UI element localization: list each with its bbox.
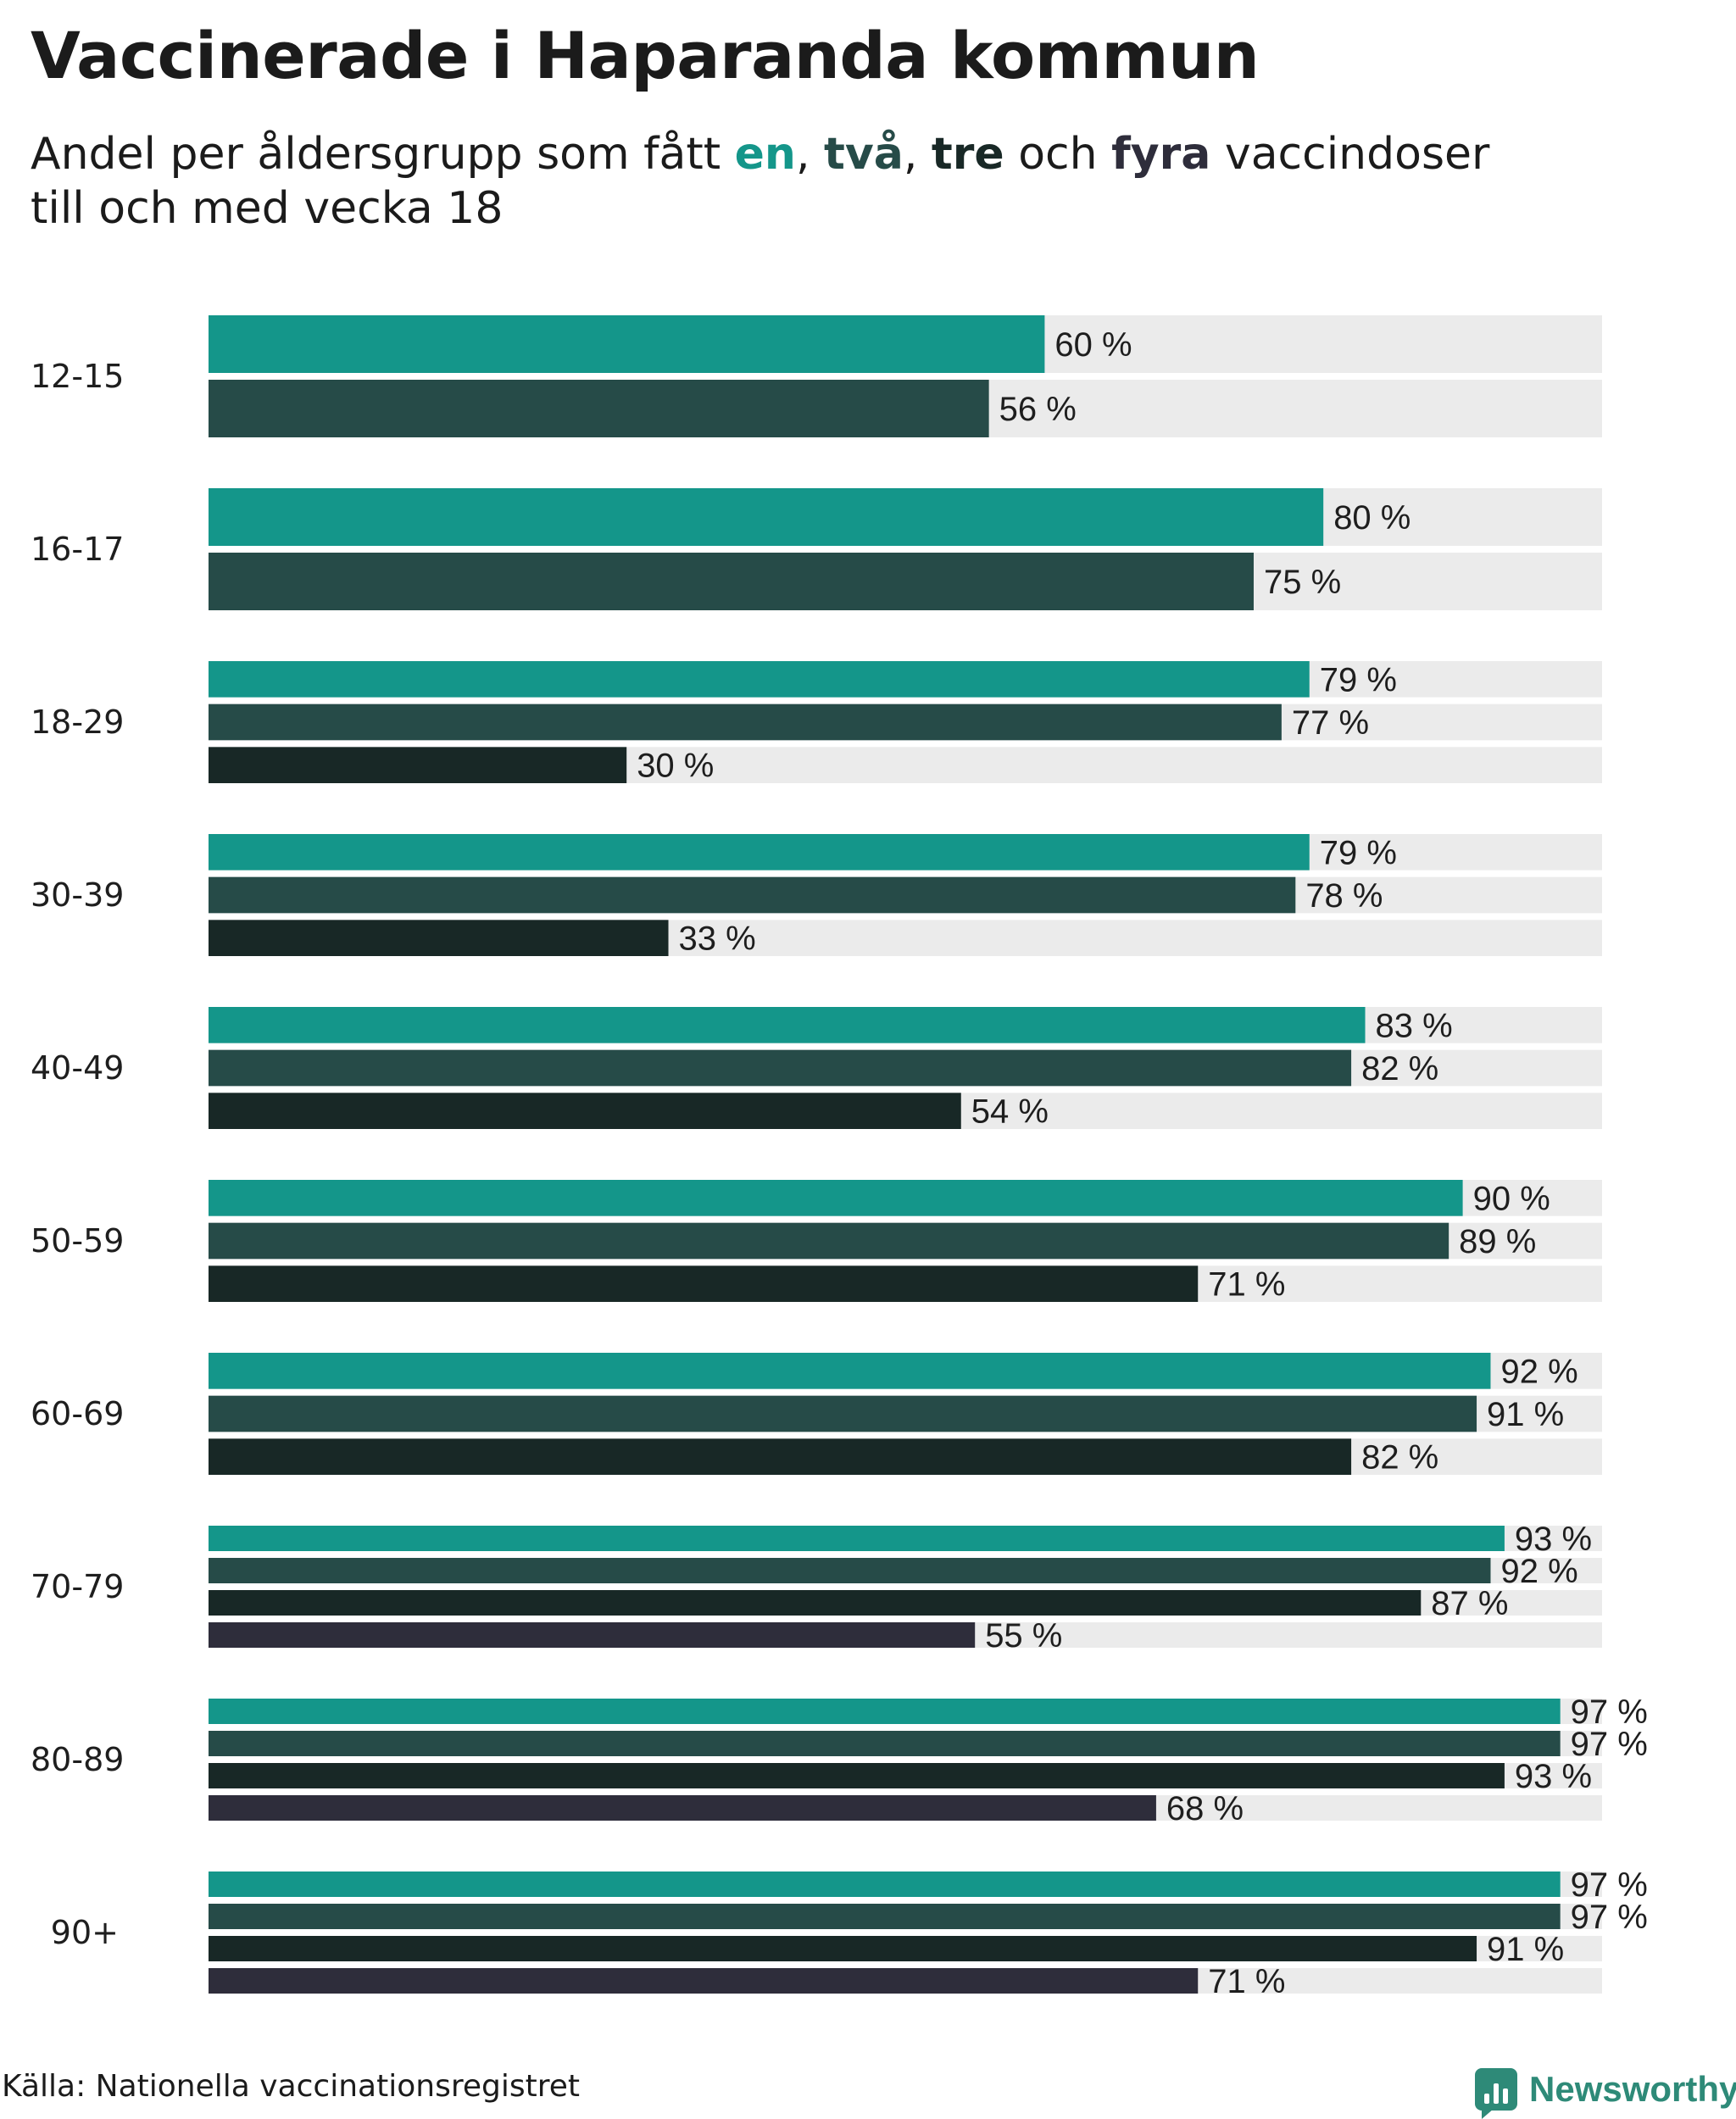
value-label-90+-fyra: 71 %	[1208, 1963, 1285, 2000]
bar-90+-en	[209, 1872, 1561, 1897]
value-label-30-39-två: 78 %	[1305, 877, 1383, 915]
subtitle-text-pre: Andel per åldersgrupp som fått	[31, 129, 735, 180]
subtitle-dose-three: tre	[931, 129, 1004, 180]
bar-60-69-tre	[209, 1438, 1352, 1475]
bar-60-69-en	[209, 1353, 1491, 1389]
subtitle-dose-two: två	[824, 129, 904, 180]
value-label-70-79-en: 93 %	[1515, 1521, 1592, 1558]
category-label-90+: 90+	[51, 1914, 119, 1951]
value-label-18-29-två: 77 %	[1292, 704, 1369, 742]
bar-30-39-tre	[209, 920, 669, 956]
bar-18-29-en	[209, 661, 1310, 698]
bar-16-17-en	[209, 488, 1324, 546]
bar-18-29-två	[209, 704, 1282, 741]
value-label-50-59-två: 89 %	[1459, 1223, 1536, 1260]
category-label-50-59: 50-59	[31, 1222, 124, 1260]
source-note: Källa: Nationella vaccinationsregistret	[2, 2069, 580, 2104]
value-label-80-89-en: 97 %	[1571, 1694, 1648, 1731]
category-label-70-79: 70-79	[31, 1568, 124, 1605]
category-label-40-49: 40-49	[31, 1049, 124, 1087]
bar-30-39-två	[209, 876, 1296, 914]
bar-30-39-en	[209, 834, 1310, 870]
value-label-90+-två: 97 %	[1571, 1899, 1648, 1936]
value-label-80-89-fyra: 68 %	[1166, 1790, 1244, 1827]
bar-chart: 12-15 60 % 56 % 16-17 80 % 75 % 18-29 79 % 77 % 3…	[31, 315, 1648, 2000]
subtitle-separator-2: ,	[903, 129, 932, 180]
bar-16-17-två	[209, 553, 1254, 610]
bar-40-49-två	[209, 1049, 1352, 1087]
bar-80-89-tre	[209, 1763, 1505, 1788]
subtitle-separator-1: ,	[795, 129, 825, 180]
bar-12-15-två	[209, 380, 989, 437]
value-label-12-15-två: 56 %	[999, 391, 1077, 428]
bar-70-79-tre	[209, 1590, 1422, 1616]
bar-18-29-tre	[209, 747, 627, 783]
category-label-30-39: 30-39	[31, 876, 124, 914]
value-label-30-39-tre: 33 %	[679, 920, 756, 958]
bar-50-59-en	[209, 1180, 1463, 1216]
bar-80-89-fyra	[209, 1795, 1156, 1821]
subtitle-line-2: till och med vecka 18	[31, 183, 504, 234]
value-label-90+-en: 97 %	[1571, 1866, 1648, 1904]
value-label-60-69-en: 92 %	[1500, 1353, 1577, 1390]
value-label-60-69-tre: 82 %	[1361, 1439, 1438, 1477]
value-label-12-15-en: 60 %	[1054, 326, 1132, 364]
value-label-50-59-en: 90 %	[1473, 1180, 1550, 1217]
bar-80-89-en	[209, 1699, 1561, 1724]
bar-60-69-två	[209, 1395, 1477, 1432]
value-label-70-79-två: 92 %	[1500, 1553, 1577, 1590]
subtitle-text-post: vaccindoser	[1210, 129, 1490, 180]
bar-12-15-en	[209, 315, 1045, 373]
value-label-40-49-en: 83 %	[1376, 1007, 1453, 1044]
value-label-16-17-två: 75 %	[1264, 564, 1341, 601]
bar-90+-fyra	[209, 1968, 1199, 1994]
newsworthy-logo-icon	[1475, 2068, 1517, 2119]
bar-50-59-tre	[209, 1265, 1199, 1302]
bar-90+-tre	[209, 1936, 1477, 1961]
value-label-80-89-två: 97 %	[1571, 1726, 1648, 1763]
category-label-16-17: 16-17	[31, 531, 124, 568]
subtitle-dose-one: en	[734, 129, 796, 180]
value-label-16-17-en: 80 %	[1333, 499, 1410, 537]
value-label-18-29-tre: 30 %	[637, 748, 714, 785]
value-label-80-89-tre: 93 %	[1515, 1758, 1592, 1795]
bar-40-49-en	[209, 1007, 1366, 1043]
category-label-60-69: 60-69	[31, 1395, 124, 1432]
bar-70-79-en	[209, 1526, 1505, 1551]
category-label-80-89: 80-89	[31, 1741, 124, 1778]
subtitle-dose-four: fyra	[1111, 129, 1211, 180]
value-label-30-39-en: 79 %	[1320, 834, 1397, 871]
chart-subtitle: Andel per åldersgrupp som fått en, två, …	[31, 127, 1641, 236]
category-label-12-15: 12-15	[31, 358, 124, 395]
value-label-40-49-två: 82 %	[1361, 1050, 1438, 1087]
chart-title: Vaccinerade i Haparanda kommun	[31, 18, 1260, 93]
value-label-18-29-en: 79 %	[1320, 661, 1397, 698]
subtitle-text-mid: och	[1004, 129, 1112, 180]
brand-logo: Newsworthy	[1475, 2068, 1736, 2119]
value-label-60-69-två: 91 %	[1487, 1396, 1564, 1433]
category-label-18-29: 18-29	[31, 704, 124, 741]
bar-40-49-tre	[209, 1093, 961, 1129]
value-label-90+-tre: 91 %	[1487, 1931, 1564, 1968]
bar-90+-två	[209, 1904, 1561, 1929]
value-label-70-79-fyra: 55 %	[985, 1617, 1062, 1655]
value-label-50-59-tre: 71 %	[1208, 1266, 1285, 1304]
bar-50-59-två	[209, 1222, 1449, 1260]
value-label-40-49-tre: 54 %	[971, 1093, 1049, 1131]
value-label-70-79-tre: 87 %	[1431, 1585, 1508, 1622]
bar-70-79-två	[209, 1558, 1491, 1583]
brand-name: Newsworthy	[1529, 2069, 1736, 2109]
bar-70-79-fyra	[209, 1622, 976, 1648]
bar-80-89-två	[209, 1731, 1561, 1756]
